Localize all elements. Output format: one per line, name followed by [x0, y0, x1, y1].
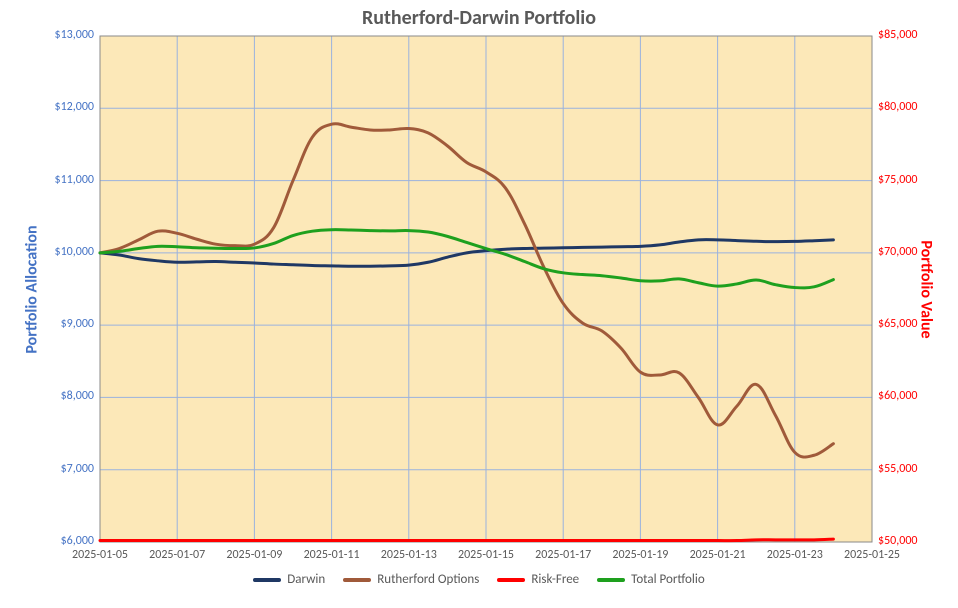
- x-tick-label: 2025-01-11: [304, 548, 360, 562]
- y-right-tick-label: $65,000: [878, 317, 918, 331]
- legend-swatch: [343, 578, 371, 582]
- legend-item: Total Portfolio: [597, 572, 705, 587]
- y-left-tick-label: $9,000: [61, 317, 94, 331]
- x-tick-label: 2025-01-25: [844, 548, 900, 562]
- y-left-tick-label: $11,000: [55, 173, 95, 187]
- x-tick-label: 2025-01-17: [535, 548, 591, 562]
- x-tick-label: 2025-01-19: [612, 548, 668, 562]
- x-tick-label: 2025-01-15: [458, 548, 514, 562]
- y-right-tick-label: $60,000: [878, 389, 918, 403]
- legend-label: Rutherford Options: [377, 572, 479, 587]
- legend-swatch: [253, 578, 281, 582]
- y-left-tick-label: $12,000: [55, 100, 95, 114]
- legend-label: Total Portfolio: [631, 572, 705, 587]
- x-tick-label: 2025-01-07: [149, 548, 205, 562]
- legend-item: Risk-Free: [497, 572, 579, 587]
- y-right-tick-label: $85,000: [878, 28, 918, 42]
- y-right-tick-label: $70,000: [878, 245, 918, 259]
- legend-swatch: [597, 578, 625, 582]
- line-chart: Rutherford-Darwin Portfolio Portfolio Al…: [0, 0, 958, 608]
- y-right-tick-label: $50,000: [878, 534, 918, 548]
- legend-label: Darwin: [287, 572, 325, 587]
- plot-area: [0, 0, 958, 608]
- x-tick-label: 2025-01-23: [767, 548, 823, 562]
- y-left-tick-label: $8,000: [61, 389, 94, 403]
- legend-item: Darwin: [253, 572, 325, 587]
- y-right-tick-label: $80,000: [878, 100, 918, 114]
- y-left-tick-label: $10,000: [55, 245, 95, 259]
- y-left-tick-label: $6,000: [61, 534, 94, 548]
- legend-label: Risk-Free: [531, 572, 579, 587]
- x-tick-label: 2025-01-13: [381, 548, 437, 562]
- x-tick-label: 2025-01-09: [226, 548, 282, 562]
- legend: Darwin Rutherford Options Risk-Free Total P…: [0, 572, 958, 587]
- legend-swatch: [497, 578, 525, 582]
- x-tick-label: 2025-01-21: [690, 548, 746, 562]
- x-tick-label: 2025-01-05: [72, 548, 128, 562]
- y-right-tick-label: $75,000: [878, 173, 918, 187]
- y-right-tick-label: $55,000: [878, 462, 918, 476]
- y-left-tick-label: $7,000: [61, 462, 94, 476]
- y-left-tick-label: $13,000: [55, 28, 95, 42]
- legend-item: Rutherford Options: [343, 572, 479, 587]
